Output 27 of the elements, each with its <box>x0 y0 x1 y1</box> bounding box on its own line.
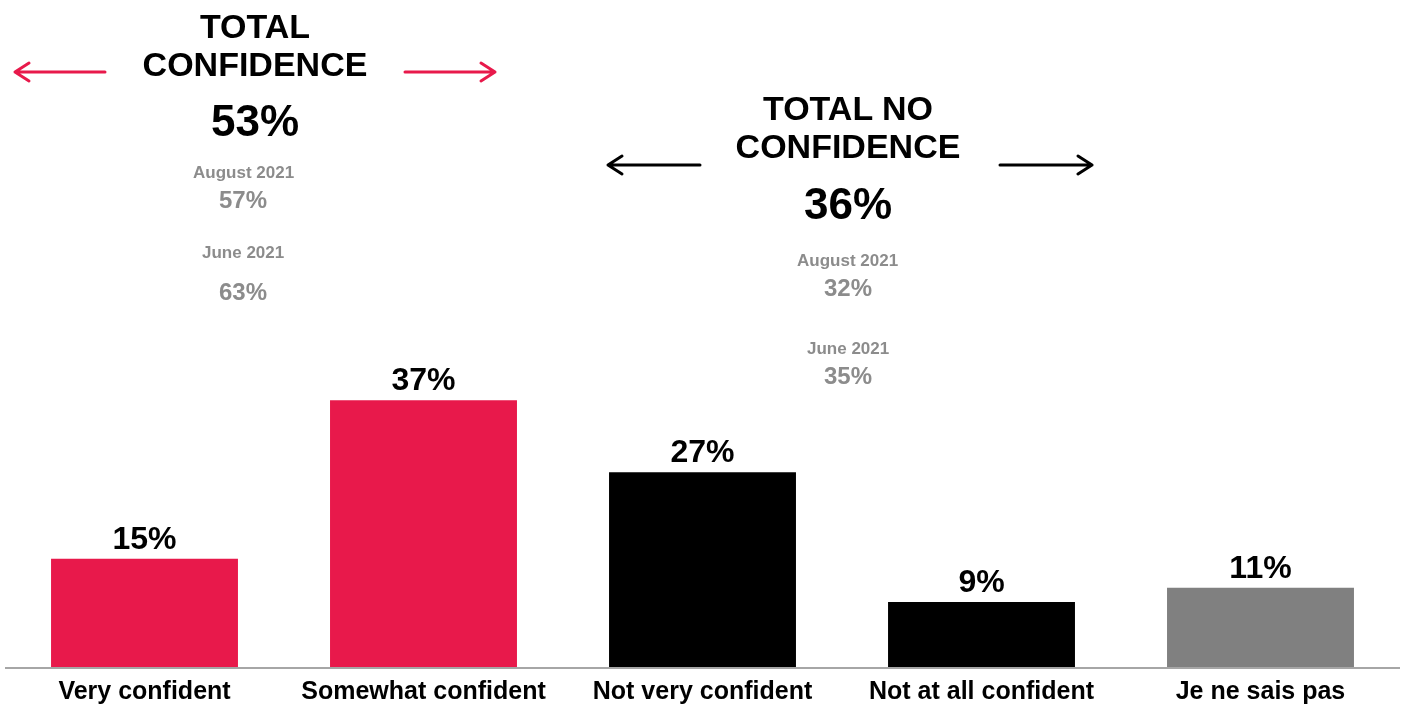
text: 63% <box>219 278 268 305</box>
x-tick-label: Somewhat confident <box>301 676 547 704</box>
text: August 2021 <box>193 163 295 182</box>
bar <box>51 558 238 667</box>
bar <box>888 602 1075 667</box>
x-tick-label: Not at all confident <box>869 676 1095 704</box>
text: 35% <box>824 362 873 389</box>
text: June 2021 <box>807 339 890 358</box>
text: August 2021 <box>797 251 899 270</box>
data-label: 15% <box>112 519 177 556</box>
bar <box>1167 587 1354 667</box>
x-tick-label: Je ne sais pas <box>1175 676 1346 704</box>
text: 53% <box>211 96 300 145</box>
bar <box>609 472 796 667</box>
text: 32% <box>824 274 873 301</box>
text: TOTAL NO CONFIDENCE <box>734 89 962 165</box>
text: TOTAL CONFIDENCE <box>141 7 369 83</box>
bar <box>330 400 517 667</box>
data-label: 9% <box>958 563 1005 600</box>
text: June 2021 <box>202 243 285 262</box>
data-label: 11% <box>1229 548 1292 585</box>
data-label: 37% <box>391 361 456 398</box>
text: 36% <box>804 179 893 228</box>
x-tick-label: Not very confident <box>592 676 813 704</box>
text: 57% <box>219 186 268 213</box>
x-tick-label: Very confident <box>58 676 232 704</box>
data-label: 27% <box>670 433 735 470</box>
